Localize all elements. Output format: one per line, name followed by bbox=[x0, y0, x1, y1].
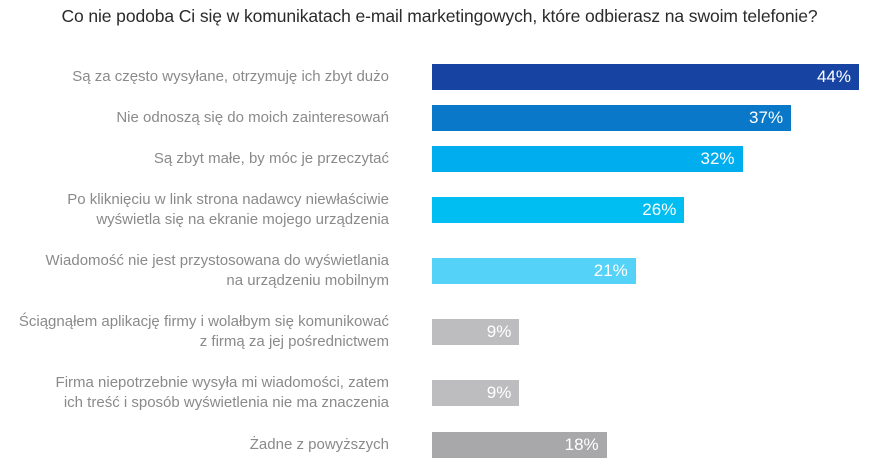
data-label: 37% bbox=[749, 108, 784, 127]
category-label: Żadne z powyższych bbox=[250, 435, 389, 455]
category-label-line: z firmą za jej pośrednictwem bbox=[199, 333, 389, 350]
bar bbox=[432, 432, 607, 458]
category-label-line: ich treść i sposób wyświetlenia nie ma z… bbox=[63, 394, 389, 411]
data-label: 21% bbox=[593, 261, 628, 280]
category-label-line: Wiadomość nie jest przystosowana do wyśw… bbox=[45, 252, 389, 269]
bar bbox=[432, 319, 520, 345]
category-label-line: Są zbyt małe, by móc je przeczytać bbox=[153, 150, 389, 167]
category-label-line: wyświetla się na ekranie mojego urządzen… bbox=[96, 211, 389, 228]
category-label: Firma niepotrzebnie wysyła mi wiadomości… bbox=[56, 373, 389, 413]
category-label-line: Są za często wysyłane, otrzymuję ich zby… bbox=[72, 68, 389, 85]
chart-title: Co nie podoba Ci się w komunikatach e-ma… bbox=[61, 6, 818, 26]
data-label: 26% bbox=[642, 200, 677, 219]
bar bbox=[432, 105, 792, 131]
bar bbox=[432, 64, 859, 90]
data-label: 44% bbox=[816, 67, 851, 86]
data-label: 32% bbox=[700, 149, 735, 168]
category-label: Są za często wysyłane, otrzymuję ich zby… bbox=[72, 67, 389, 87]
category-label: Po kliknięciu w link strona nadawcy niew… bbox=[67, 190, 389, 230]
category-label-line: Żadne z powyższych bbox=[249, 436, 389, 453]
category-label-line: Firma niepotrzebnie wysyła mi wiadomości… bbox=[55, 374, 389, 391]
bar bbox=[432, 258, 636, 284]
data-label: 18% bbox=[564, 435, 599, 454]
bar bbox=[432, 197, 685, 223]
category-label: Są zbyt małe, by móc je przeczytać bbox=[154, 149, 389, 169]
category-label: Wiadomość nie jest przystosowana do wyśw… bbox=[46, 251, 389, 291]
category-label: Nie odnoszą się do moich zainteresowań bbox=[116, 108, 389, 128]
bar bbox=[432, 380, 520, 406]
data-label: 9% bbox=[486, 383, 512, 402]
data-label: 9% bbox=[486, 322, 512, 341]
category-label: Ściągnąłem aplikację firmy i wolałbym si… bbox=[19, 312, 389, 352]
category-label-line: Po kliknięciu w link strona nadawcy niew… bbox=[67, 191, 389, 208]
category-label-line: Ściągnąłem aplikację firmy i wolałbym si… bbox=[18, 313, 389, 330]
category-label-line: na urządzeniu mobilnym bbox=[226, 272, 389, 289]
bar bbox=[432, 146, 743, 172]
category-label-line: Nie odnoszą się do moich zainteresowań bbox=[116, 109, 389, 126]
